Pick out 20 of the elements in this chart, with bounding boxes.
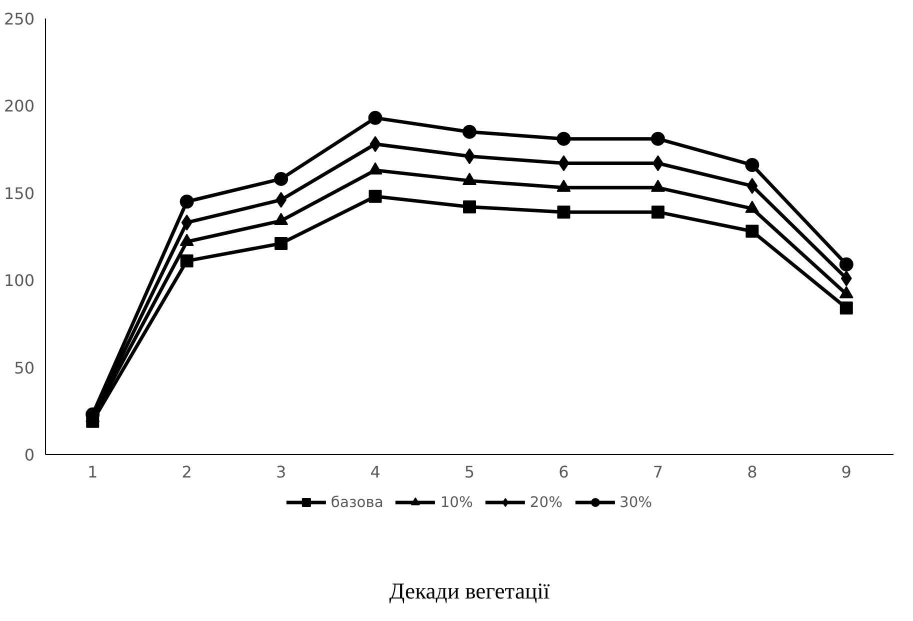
legend-label: базова: [330, 494, 384, 510]
x-tick-label: 5: [464, 462, 475, 482]
y-tick-label: 150: [4, 184, 35, 203]
x-tick-label: 8: [747, 462, 758, 482]
x-tick-label: 7: [652, 462, 664, 482]
x-tick-label: 6: [558, 462, 569, 482]
x-tick-label: 4: [370, 462, 380, 482]
x-tick-label: 1: [88, 462, 98, 482]
legend-label: 10%: [440, 494, 473, 510]
x-axis-title: Декади вегетації: [389, 578, 550, 604]
x-tick-label: 3: [276, 462, 286, 482]
y-tick-label: 0: [24, 446, 35, 464]
y-tick-label: 100: [4, 271, 35, 290]
legend-label: 30%: [619, 494, 652, 510]
legend-label: 20%: [530, 494, 562, 510]
x-tick-label: 2: [182, 462, 192, 482]
y-tick-label: 50: [14, 358, 34, 378]
y-tick-label: 200: [4, 96, 35, 116]
x-tick-label: 9: [841, 462, 852, 482]
y-tick-label: 250: [4, 10, 35, 28]
